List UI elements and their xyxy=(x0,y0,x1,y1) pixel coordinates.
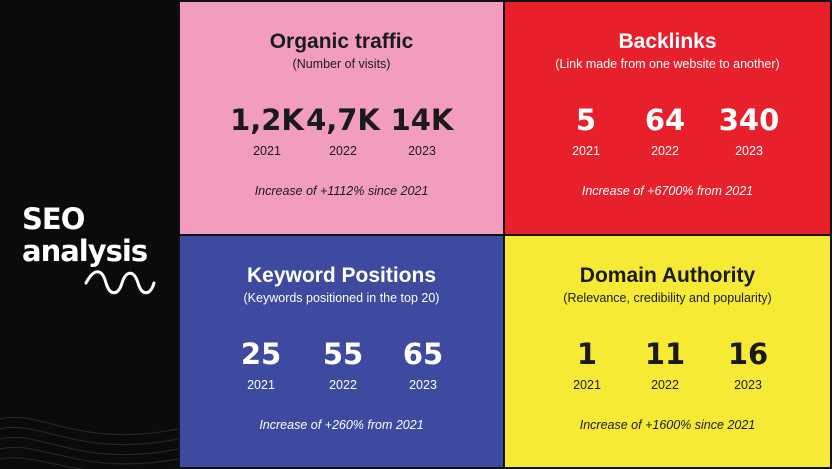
stat-value: 65 xyxy=(402,337,444,371)
stat-row: 1 2021 11 2022 16 2023 xyxy=(505,336,830,396)
page-title: SEO analysis xyxy=(22,202,148,268)
stat-2021: 25 2021 xyxy=(216,336,306,392)
stat-value: 340 xyxy=(718,103,780,137)
stat-year: 2021 xyxy=(572,144,600,158)
stat-2022: 64 2022 xyxy=(620,102,710,158)
stat-year: 2022 xyxy=(329,378,357,392)
panel-title: Keyword Positions xyxy=(246,264,437,287)
panel-title: Organic traffic xyxy=(269,30,414,53)
decorative-lines-icon xyxy=(0,416,178,469)
panel-subtitle: (Keywords positioned in the top 20) xyxy=(243,291,440,305)
panel-note: Increase of +6700% from 2021 xyxy=(581,184,754,198)
panel-title: Backlinks xyxy=(618,30,717,53)
stat-year: 2023 xyxy=(734,378,762,392)
stat-value: 64 xyxy=(644,103,686,137)
stat-year: 2021 xyxy=(247,378,275,392)
stat-year: 2022 xyxy=(651,144,679,158)
panel-subtitle: (Number of visits) xyxy=(292,57,391,71)
stat-2022: 11 2022 xyxy=(620,336,710,392)
stat-value: 14K xyxy=(390,103,454,137)
stat-year: 2021 xyxy=(573,378,601,392)
stat-2023: 16 2023 xyxy=(703,336,793,392)
panel-note: Increase of +260% from 2021 xyxy=(259,418,424,432)
stat-year: 2022 xyxy=(651,378,679,392)
stat-2021: 5 2021 xyxy=(541,102,631,158)
panel-organic-traffic: Organic traffic (Number of visits) 1,2K … xyxy=(178,0,505,236)
panel-domain-authority: Domain Authority (Relevance, credibility… xyxy=(503,234,832,469)
sidebar: SEO analysis xyxy=(0,0,178,469)
stat-value: 5 xyxy=(575,103,597,137)
stat-year: 2021 xyxy=(253,144,281,158)
stat-year: 2023 xyxy=(735,144,763,158)
panel-subtitle: (Relevance, credibility and popularity) xyxy=(563,291,772,305)
panel-title: Domain Authority xyxy=(579,264,756,287)
stat-value: 1 xyxy=(576,337,598,371)
wave-icon xyxy=(84,270,156,295)
title-line-analysis: analysis xyxy=(22,234,148,268)
stat-row: 1,2K 2021 4,7K 2022 14K 2023 xyxy=(180,102,503,162)
stat-value: 25 xyxy=(240,337,282,371)
title-line-seo: SEO xyxy=(22,202,85,236)
panel-keyword-positions: Keyword Positions (Keywords positioned i… xyxy=(178,234,505,469)
panel-subtitle: (Link made from one website to another) xyxy=(555,57,780,71)
stat-2023: 14K 2023 xyxy=(377,102,467,158)
stat-value: 4,7K xyxy=(306,103,380,137)
stat-2023: 340 2023 xyxy=(704,102,794,158)
stat-year: 2023 xyxy=(409,378,437,392)
stat-2021: 1 2021 xyxy=(542,336,632,392)
stat-row: 25 2021 55 2022 65 2023 xyxy=(180,336,503,396)
stat-2022: 4,7K 2022 xyxy=(298,102,388,158)
stat-2023: 65 2023 xyxy=(378,336,468,392)
stat-value: 16 xyxy=(727,337,769,371)
stat-value: 11 xyxy=(644,337,686,371)
stat-year: 2023 xyxy=(408,144,436,158)
panel-note: Increase of +1112% since 2021 xyxy=(254,184,429,198)
stat-2021: 1,2K 2021 xyxy=(222,102,312,158)
stat-2022: 55 2022 xyxy=(298,336,388,392)
stat-row: 5 2021 64 2022 340 2023 xyxy=(505,102,830,162)
stat-year: 2022 xyxy=(329,144,357,158)
stat-value: 1,2K xyxy=(230,103,304,137)
panel-backlinks: Backlinks (Link made from one website to… xyxy=(503,0,832,236)
panel-note: Increase of +1600% since 2021 xyxy=(579,418,756,432)
stat-value: 55 xyxy=(322,337,364,371)
